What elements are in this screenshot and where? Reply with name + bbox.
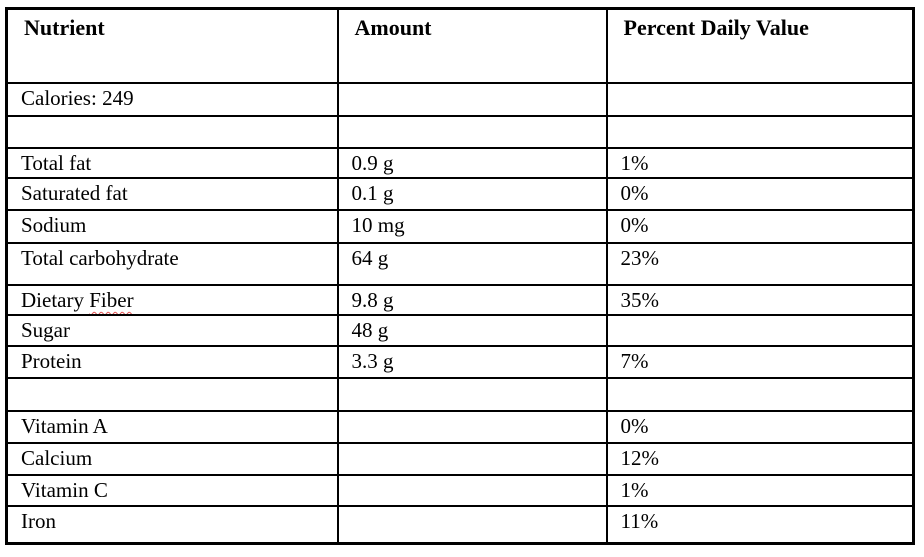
table-row: Sugar 48 g bbox=[5, 314, 915, 347]
amount-cell bbox=[336, 505, 608, 544]
nutrition-facts-table: Nutrient Amount Percent Daily Value Calo… bbox=[5, 7, 915, 545]
table-row: Dietary Fiber 9.8 g 35% bbox=[5, 284, 915, 316]
table-body: Calories: 249 Total fat 0.9 g 1% Saturated f… bbox=[5, 82, 915, 544]
table-row: Vitamin A 0% bbox=[5, 410, 915, 444]
nutrient-cell: Iron bbox=[5, 505, 339, 544]
amount-cell: 10 mg bbox=[336, 209, 608, 244]
percent-daily-value-cell: 35% bbox=[605, 284, 915, 316]
percent-daily-value-cell: 11% bbox=[605, 505, 915, 544]
table-row: Sodium 10 mg 0% bbox=[5, 209, 915, 244]
percent-daily-value-cell bbox=[605, 115, 915, 149]
percent-daily-value-cell: 12% bbox=[605, 442, 915, 476]
header-percent-daily-value: Percent Daily Value bbox=[605, 7, 915, 84]
nutrient-cell: Sugar bbox=[5, 314, 339, 347]
table-row: Total carbohydrate 64 g 23% bbox=[5, 242, 915, 286]
table-row: Protein 3.3 g 7% bbox=[5, 345, 915, 379]
percent-daily-value-cell: 1% bbox=[605, 147, 915, 179]
table-row: Iron 11% bbox=[5, 505, 915, 544]
amount-cell bbox=[336, 115, 608, 149]
amount-cell bbox=[336, 442, 608, 476]
nutrient-cell: Total fat bbox=[5, 147, 339, 179]
nutrient-cell: Calcium bbox=[5, 442, 339, 476]
percent-daily-value-cell bbox=[605, 314, 915, 347]
nutrient-cell: Total carbohydrate bbox=[5, 242, 339, 286]
amount-cell bbox=[336, 410, 608, 444]
percent-daily-value-cell: 0% bbox=[605, 410, 915, 444]
nutrient-cell: Calories: 249 bbox=[5, 82, 339, 117]
percent-daily-value-cell bbox=[605, 377, 915, 412]
percent-daily-value-cell: 1% bbox=[605, 474, 915, 507]
amount-cell: 3.3 g bbox=[336, 345, 608, 379]
header-nutrient: Nutrient bbox=[5, 7, 339, 84]
nutrient-cell: Vitamin C bbox=[5, 474, 339, 507]
percent-daily-value-cell: 23% bbox=[605, 242, 915, 286]
table-row bbox=[5, 377, 915, 412]
table-row bbox=[5, 115, 915, 149]
amount-cell: 9.8 g bbox=[336, 284, 608, 316]
amount-cell: 0.9 g bbox=[336, 147, 608, 179]
table-row: Calories: 249 bbox=[5, 82, 915, 117]
amount-cell: 64 g bbox=[336, 242, 608, 286]
amount-cell bbox=[336, 377, 608, 412]
percent-daily-value-cell: 7% bbox=[605, 345, 915, 379]
amount-cell bbox=[336, 474, 608, 507]
nutrient-cell bbox=[5, 115, 339, 149]
nutrient-cell: Vitamin A bbox=[5, 410, 339, 444]
spellcheck-underline: Fiber bbox=[89, 288, 134, 312]
nutrient-cell: Dietary Fiber bbox=[5, 284, 339, 316]
percent-daily-value-cell: 0% bbox=[605, 177, 915, 211]
nutrient-cell: Protein bbox=[5, 345, 339, 379]
table-row: Calcium 12% bbox=[5, 442, 915, 476]
table-row: Vitamin C 1% bbox=[5, 474, 915, 507]
amount-cell: 0.1 g bbox=[336, 177, 608, 211]
nutrient-cell bbox=[5, 377, 339, 412]
header-row: Nutrient Amount Percent Daily Value bbox=[5, 7, 915, 84]
nutrient-cell: Sodium bbox=[5, 209, 339, 244]
percent-daily-value-cell bbox=[605, 82, 915, 117]
amount-cell bbox=[336, 82, 608, 117]
amount-cell: 48 g bbox=[336, 314, 608, 347]
table-row: Total fat 0.9 g 1% bbox=[5, 147, 915, 179]
percent-daily-value-cell: 0% bbox=[605, 209, 915, 244]
table-row: Saturated fat 0.1 g 0% bbox=[5, 177, 915, 211]
header-amount: Amount bbox=[336, 7, 608, 84]
nutrient-cell: Saturated fat bbox=[5, 177, 339, 211]
